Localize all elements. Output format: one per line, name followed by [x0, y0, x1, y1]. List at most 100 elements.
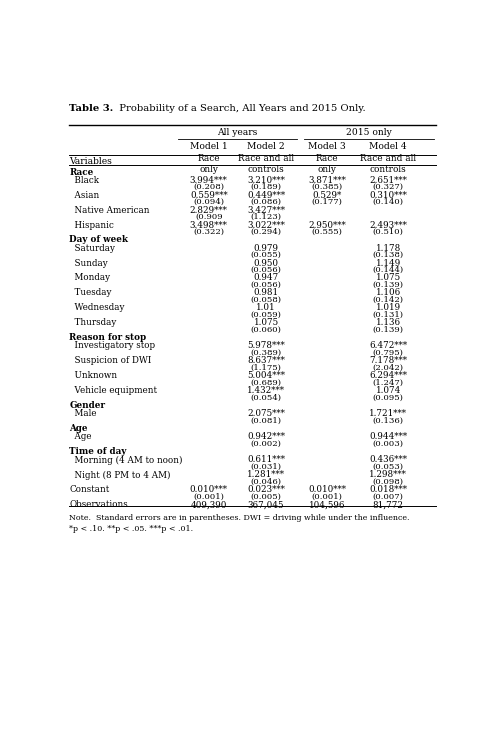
Text: 3.994***: 3.994*** [190, 176, 228, 185]
Text: (0.189): (0.189) [250, 183, 282, 191]
Text: 6.472***: 6.472*** [369, 341, 407, 351]
Text: Tuesday: Tuesday [69, 289, 112, 298]
Text: (0.144): (0.144) [373, 266, 404, 274]
Text: 1.281***: 1.281*** [247, 470, 285, 479]
Text: 1.298***: 1.298*** [369, 470, 407, 479]
Text: (0.002): (0.002) [250, 440, 282, 448]
Text: Sunday: Sunday [69, 259, 108, 268]
Text: 1.149: 1.149 [376, 259, 401, 268]
Text: 104,596: 104,596 [309, 500, 346, 509]
Text: (0.136): (0.136) [373, 417, 404, 425]
Text: 2015 only: 2015 only [346, 128, 392, 137]
Text: Suspicion of DWI: Suspicion of DWI [69, 357, 152, 366]
Text: (0.058): (0.058) [250, 296, 282, 304]
Text: (0.555): (0.555) [312, 228, 343, 236]
Text: Probability of a Search, All Years and 2015 Only.: Probability of a Search, All Years and 2… [113, 104, 366, 113]
Text: (0.138): (0.138) [373, 251, 404, 259]
Text: Race and all
controls: Race and all controls [238, 154, 294, 174]
Text: (0.060): (0.060) [250, 326, 282, 334]
Text: Hispanic: Hispanic [69, 221, 114, 230]
Text: (0.385): (0.385) [312, 183, 343, 191]
Text: 7.178***: 7.178*** [369, 357, 407, 366]
Text: (0.081): (0.081) [250, 417, 282, 425]
Text: 0.947: 0.947 [253, 274, 279, 283]
Text: (2.042): (2.042) [373, 364, 404, 372]
Text: 0.010***: 0.010*** [308, 485, 346, 494]
Text: 1.074: 1.074 [376, 387, 401, 396]
Text: (0.056): (0.056) [250, 281, 282, 289]
Text: 5.978***: 5.978*** [247, 341, 285, 351]
Text: (0.086): (0.086) [250, 198, 282, 206]
Text: 3.210***: 3.210*** [247, 176, 285, 185]
Text: 1.178: 1.178 [376, 244, 401, 253]
Text: Time of day: Time of day [69, 447, 127, 456]
Text: 1.721***: 1.721*** [369, 409, 407, 418]
Text: Age: Age [69, 424, 88, 433]
Text: Observations: Observations [69, 500, 128, 509]
Text: Native American: Native American [69, 206, 150, 215]
Text: Race: Race [69, 168, 94, 177]
Text: 0.529*: 0.529* [313, 191, 342, 200]
Text: 2.651***: 2.651*** [369, 176, 407, 185]
Text: 2.075***: 2.075*** [247, 409, 285, 418]
Text: 0.979: 0.979 [253, 244, 279, 253]
Text: 367,045: 367,045 [248, 500, 284, 509]
Text: Day of week: Day of week [69, 236, 128, 245]
Text: Wednesday: Wednesday [69, 304, 125, 313]
Text: All years: All years [217, 128, 257, 137]
Text: (0.177): (0.177) [312, 198, 343, 206]
Text: (0.294): (0.294) [250, 228, 282, 236]
Text: Investigatory stop: Investigatory stop [69, 341, 155, 351]
Text: 409,390: 409,390 [190, 500, 227, 509]
Text: 0.436***: 0.436*** [369, 456, 407, 465]
Text: (0.098): (0.098) [373, 478, 404, 486]
Text: Male: Male [69, 409, 97, 418]
Text: 6.294***: 6.294*** [369, 372, 407, 381]
Text: 1.432***: 1.432*** [247, 387, 285, 396]
Text: (0.909: (0.909 [195, 213, 222, 221]
Text: (0.001): (0.001) [312, 493, 343, 501]
Text: (0.139): (0.139) [373, 326, 404, 334]
Text: (0.054): (0.054) [250, 394, 282, 402]
Text: 0.010***: 0.010*** [190, 485, 228, 494]
Text: 8.637***: 8.637*** [247, 357, 285, 366]
Text: Table 3.: Table 3. [69, 104, 113, 113]
Text: (0.053): (0.053) [373, 463, 404, 471]
Text: Race
only: Race only [197, 154, 220, 174]
Text: Constant: Constant [69, 485, 109, 494]
Text: (0.059): (0.059) [250, 311, 282, 319]
Text: (0.095): (0.095) [373, 394, 404, 402]
Text: (0.139): (0.139) [373, 281, 404, 289]
Text: (0.795): (0.795) [373, 349, 404, 357]
Text: (1.123): (1.123) [250, 213, 282, 221]
Text: 0.559***: 0.559*** [190, 191, 228, 200]
Text: 0.611***: 0.611*** [247, 456, 285, 465]
Text: Model 2: Model 2 [247, 141, 285, 150]
Text: (0.140): (0.140) [373, 198, 404, 206]
Text: Age: Age [69, 432, 92, 441]
Text: (0.327): (0.327) [373, 183, 404, 191]
Text: Model 1: Model 1 [190, 141, 228, 150]
Text: (0.055): (0.055) [250, 251, 282, 259]
Text: Saturday: Saturday [69, 244, 115, 253]
Text: 0.310***: 0.310*** [369, 191, 407, 200]
Text: 3.871***: 3.871*** [308, 176, 346, 185]
Text: 1.075: 1.075 [253, 319, 279, 328]
Text: Gender: Gender [69, 402, 106, 411]
Text: 1.01: 1.01 [256, 304, 276, 313]
Text: 0.449***: 0.449*** [247, 191, 285, 200]
Text: (0.131): (0.131) [373, 311, 404, 319]
Text: 3.427***: 3.427*** [247, 206, 285, 215]
Text: 1.106: 1.106 [376, 289, 401, 298]
Text: 5.004***: 5.004*** [247, 372, 285, 381]
Text: 0.942***: 0.942*** [247, 432, 285, 441]
Text: (0.046): (0.046) [250, 478, 282, 486]
Text: 1.075: 1.075 [376, 274, 401, 283]
Text: (0.005): (0.005) [250, 493, 282, 501]
Text: Black: Black [69, 176, 99, 185]
Text: (0.510): (0.510) [373, 228, 404, 236]
Text: Note.  Standard errors are in parentheses. DWI = driving while under the influen: Note. Standard errors are in parentheses… [69, 514, 410, 533]
Text: (0.003): (0.003) [373, 440, 404, 448]
Text: 0.950: 0.950 [253, 259, 279, 268]
Text: 2.493***: 2.493*** [369, 221, 407, 230]
